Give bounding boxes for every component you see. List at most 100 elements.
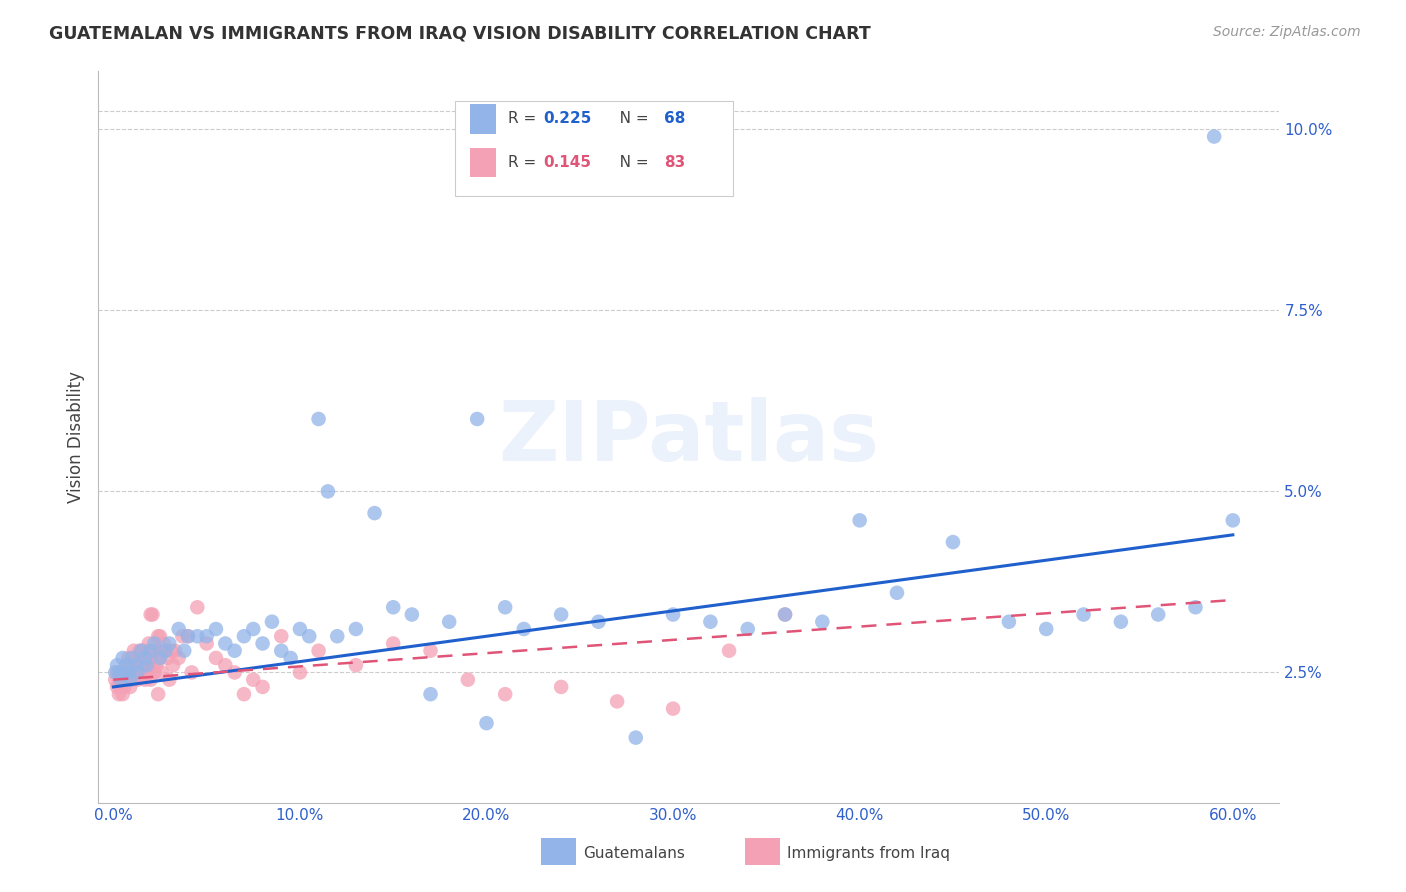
Point <box>104 665 127 680</box>
Point <box>146 629 169 643</box>
Point <box>120 680 142 694</box>
Text: R =: R = <box>508 155 541 170</box>
Point <box>205 651 228 665</box>
Point <box>344 622 367 636</box>
Point <box>180 665 202 680</box>
Point <box>344 658 367 673</box>
Point <box>848 513 870 527</box>
Point <box>401 607 423 622</box>
Point <box>131 665 153 680</box>
Point <box>382 636 405 650</box>
Point <box>177 629 200 643</box>
Point <box>252 636 274 650</box>
Point <box>1184 600 1206 615</box>
Point <box>662 701 685 715</box>
Point <box>624 731 647 745</box>
Point <box>138 636 160 650</box>
Point <box>1204 129 1226 144</box>
Text: Source: ZipAtlas.com: Source: ZipAtlas.com <box>1213 25 1361 39</box>
Point <box>136 665 159 680</box>
Point <box>125 665 148 680</box>
Point <box>160 644 183 658</box>
Point <box>252 680 274 694</box>
Text: N =: N = <box>605 155 654 170</box>
Point <box>114 680 136 694</box>
Point <box>233 629 256 643</box>
Point <box>110 680 132 694</box>
Point <box>718 644 741 658</box>
Point <box>108 687 131 701</box>
Point <box>308 412 330 426</box>
Text: 68: 68 <box>664 112 686 127</box>
Point <box>121 651 143 665</box>
Point <box>120 673 142 687</box>
Point <box>233 687 256 701</box>
Point <box>167 651 190 665</box>
Point <box>152 636 174 650</box>
Point <box>117 651 139 665</box>
Point <box>105 680 128 694</box>
Point <box>108 665 131 680</box>
Point <box>105 658 128 673</box>
Point <box>143 636 166 650</box>
Point <box>134 665 156 680</box>
Text: Immigrants from Iraq: Immigrants from Iraq <box>787 847 950 861</box>
Point <box>117 665 139 680</box>
Point <box>811 615 834 629</box>
Point <box>214 658 236 673</box>
Y-axis label: Vision Disability: Vision Disability <box>66 371 84 503</box>
Point <box>270 629 292 643</box>
Point <box>419 644 441 658</box>
Point <box>128 644 150 658</box>
Point <box>150 665 173 680</box>
Text: 83: 83 <box>664 155 685 170</box>
Point <box>942 535 965 549</box>
Point <box>288 665 311 680</box>
Point <box>143 665 166 680</box>
Point <box>117 665 139 680</box>
Point <box>111 673 134 687</box>
Point <box>308 644 330 658</box>
Point <box>115 658 138 673</box>
Point <box>1222 513 1244 527</box>
Point <box>157 673 180 687</box>
Point <box>457 673 479 687</box>
Point <box>132 644 155 658</box>
Point <box>138 658 160 673</box>
Point <box>205 622 228 636</box>
Point <box>131 644 153 658</box>
Point <box>111 687 134 701</box>
Point <box>172 629 194 643</box>
Point <box>270 644 292 658</box>
FancyBboxPatch shape <box>471 104 496 134</box>
Point <box>156 651 179 665</box>
Point <box>139 607 162 622</box>
Point <box>122 644 145 658</box>
Text: 0.145: 0.145 <box>544 155 592 170</box>
Point <box>139 644 162 658</box>
Point <box>122 658 145 673</box>
Point <box>162 658 184 673</box>
Point <box>141 607 163 622</box>
Point <box>145 658 167 673</box>
Point <box>136 651 159 665</box>
Point <box>186 629 208 643</box>
Point <box>121 658 143 673</box>
Point <box>1109 615 1132 629</box>
Point <box>127 665 149 680</box>
Point <box>224 644 246 658</box>
Point <box>141 658 163 673</box>
Point <box>260 615 283 629</box>
Point <box>132 658 155 673</box>
Text: N =: N = <box>605 112 654 127</box>
Point <box>110 673 132 687</box>
Point <box>550 680 572 694</box>
Point <box>437 615 460 629</box>
Point <box>115 673 138 687</box>
Point <box>111 651 134 665</box>
Point <box>326 629 349 643</box>
Point <box>588 615 610 629</box>
Point <box>1147 607 1170 622</box>
Point <box>214 636 236 650</box>
Point <box>242 673 264 687</box>
